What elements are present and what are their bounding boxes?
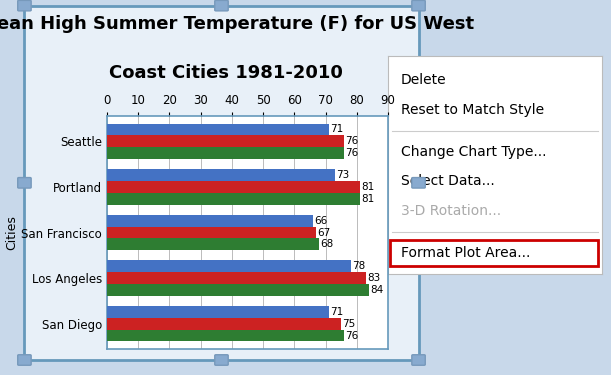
Text: 68: 68 — [321, 239, 334, 249]
Text: 78: 78 — [352, 261, 365, 271]
Text: 83: 83 — [367, 273, 381, 283]
Bar — [107, 169, 335, 181]
Text: Reset to Match Style: Reset to Match Style — [401, 103, 544, 117]
Text: 3-D Rotation...: 3-D Rotation... — [401, 204, 501, 218]
Text: 76: 76 — [345, 330, 359, 340]
Bar — [107, 318, 341, 330]
Bar — [107, 123, 329, 135]
Bar — [107, 306, 329, 318]
Text: Change Chart Type...: Change Chart Type... — [401, 145, 546, 159]
Bar — [107, 193, 360, 205]
Text: 71: 71 — [330, 124, 343, 135]
FancyBboxPatch shape — [390, 240, 598, 266]
Bar — [107, 284, 369, 296]
Text: 73: 73 — [336, 170, 349, 180]
Text: Format Plot Area...: Format Plot Area... — [401, 246, 530, 260]
Bar — [107, 135, 344, 147]
Bar — [107, 238, 320, 250]
Text: 76: 76 — [345, 136, 359, 146]
Text: 71: 71 — [330, 307, 343, 317]
Bar — [107, 215, 313, 226]
Bar — [107, 260, 351, 272]
Bar — [107, 147, 344, 159]
Bar — [107, 181, 360, 193]
Bar — [107, 226, 316, 238]
Bar — [107, 330, 344, 342]
Text: Delete: Delete — [401, 73, 447, 87]
Text: Coast Cities 1981-2010: Coast Cities 1981-2010 — [109, 64, 343, 82]
Text: 84: 84 — [370, 285, 384, 295]
Text: 76: 76 — [345, 148, 359, 158]
Text: 75: 75 — [342, 319, 356, 328]
Text: Select Data...: Select Data... — [401, 174, 494, 188]
Bar — [107, 272, 366, 284]
Y-axis label: Cities: Cities — [5, 215, 18, 250]
Text: Mean High Summer Temperature (F) for US West: Mean High Summer Temperature (F) for US … — [0, 15, 474, 33]
Text: 81: 81 — [361, 194, 375, 204]
Text: 81: 81 — [361, 182, 375, 192]
Text: 67: 67 — [317, 228, 331, 237]
Text: 66: 66 — [314, 216, 327, 226]
